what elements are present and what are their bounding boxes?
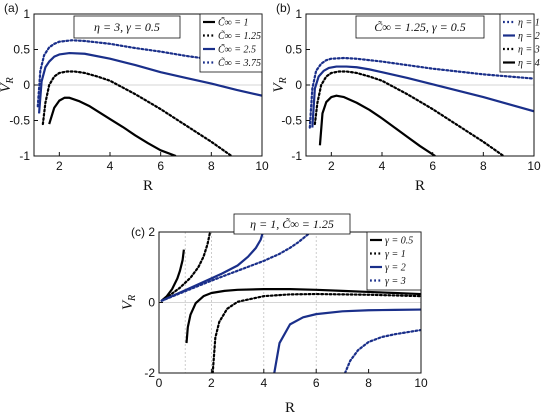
legend-entry: η = 2 <box>518 31 540 42</box>
legend-entry: γ = 2 <box>385 263 406 274</box>
x-tick-label: 2 <box>56 159 63 173</box>
series-line-1 <box>160 249 185 302</box>
x-tick-label: 10 <box>255 159 269 173</box>
series-line-3 <box>161 232 265 302</box>
legend-entry: η = 1 <box>518 18 540 29</box>
x-tick-label: 10 <box>414 376 428 390</box>
y-axis-label-sub: R <box>127 295 138 302</box>
annotation-text: η = 1, C̃∞ = 1.25 <box>250 217 334 231</box>
legend-entry: C̃∞ = 2.5 <box>218 43 256 56</box>
x-tick-label: 6 <box>313 376 320 390</box>
y-tick-label: 0.5 <box>13 43 30 57</box>
legend-entry: γ = 0.5 <box>385 236 413 247</box>
y-tick-label: 0.5 <box>285 43 302 57</box>
x-tick-label: 10 <box>527 159 541 173</box>
panel-label: (a) <box>4 1 19 15</box>
panel-label: (b) <box>276 1 291 15</box>
y-axis-label-sub: R <box>5 77 16 84</box>
series-line-4 <box>318 94 436 156</box>
series-line-3 <box>37 51 262 114</box>
y-tick-label: -1 <box>19 149 30 163</box>
x-axis-label: R <box>415 178 425 194</box>
series-line-4 <box>160 232 313 302</box>
annotation-box <box>355 15 485 39</box>
y-tick-label: 0 <box>295 78 302 92</box>
legend-entry: C̃∞ = 1 <box>218 16 249 29</box>
series-line-2 <box>311 65 534 128</box>
series-line-1 <box>308 56 534 129</box>
y-tick-label: 2 <box>148 225 155 239</box>
legend-entry: C̃∞ = 1.25 <box>218 29 261 42</box>
series-line-3 <box>273 308 421 373</box>
series-line-2 <box>160 232 212 302</box>
x-axis-label: R <box>285 400 295 416</box>
annotation-box <box>233 213 351 235</box>
legend-entry: C̃∞ = 3.75 <box>218 56 261 69</box>
series-line-3 <box>313 70 505 156</box>
y-tick-label: 0 <box>23 78 30 92</box>
x-tick-label: 8 <box>365 376 372 390</box>
x-tick-label: 2 <box>208 376 215 390</box>
panel-label: (c) <box>131 225 145 239</box>
legend-box <box>366 231 422 291</box>
annotation-text: C̃∞ = 1.25, γ = 0.5 <box>374 20 465 34</box>
y-tick-label: 0 <box>148 296 155 310</box>
series-group <box>160 232 421 373</box>
legend-entry: η = 4 <box>518 58 540 69</box>
y-axis-label-main: V <box>120 299 136 310</box>
legend-entry: η = 3 <box>518 45 540 56</box>
x-tick-label: 6 <box>429 159 436 173</box>
y-axis-label-sub: R <box>278 77 289 84</box>
series-line-2 <box>41 70 233 156</box>
y-axis-label: VR <box>0 77 16 92</box>
y-axis-label: VR <box>120 295 138 310</box>
legend-entry: γ = 1 <box>385 249 406 260</box>
x-tick-label: 8 <box>208 159 215 173</box>
x-tick-label: 8 <box>480 159 487 173</box>
legend-box <box>199 13 263 73</box>
y-tick-label: -0.5 <box>9 114 30 128</box>
y-tick-label: -1 <box>291 149 302 163</box>
legend-entry: γ = 3 <box>385 276 406 287</box>
y-axis-label-main: V <box>0 82 14 93</box>
x-tick-label: 2 <box>328 159 335 173</box>
annotation-text: η = 3, γ = 0.5 <box>94 20 160 34</box>
x-tick-label: 4 <box>107 159 114 173</box>
y-tick-label: 1 <box>23 7 30 21</box>
x-tick-label: 6 <box>157 159 164 173</box>
annotation-box <box>73 15 181 39</box>
series-line-1 <box>185 288 421 344</box>
y-tick-label: -2 <box>144 366 155 380</box>
y-tick-label: 1 <box>295 7 302 21</box>
x-tick-label: 4 <box>260 376 267 390</box>
y-axis-label: VR <box>271 77 289 92</box>
x-tick-label: 4 <box>379 159 386 173</box>
y-tick-label: -0.5 <box>281 114 302 128</box>
x-axis-label: R <box>143 178 153 194</box>
series-group <box>308 56 534 156</box>
x-tick-label: 0 <box>156 376 163 390</box>
series-line-1 <box>48 96 177 156</box>
series-line-4 <box>343 328 421 373</box>
y-axis-label-main: V <box>271 82 287 93</box>
series-line-2 <box>211 292 421 373</box>
